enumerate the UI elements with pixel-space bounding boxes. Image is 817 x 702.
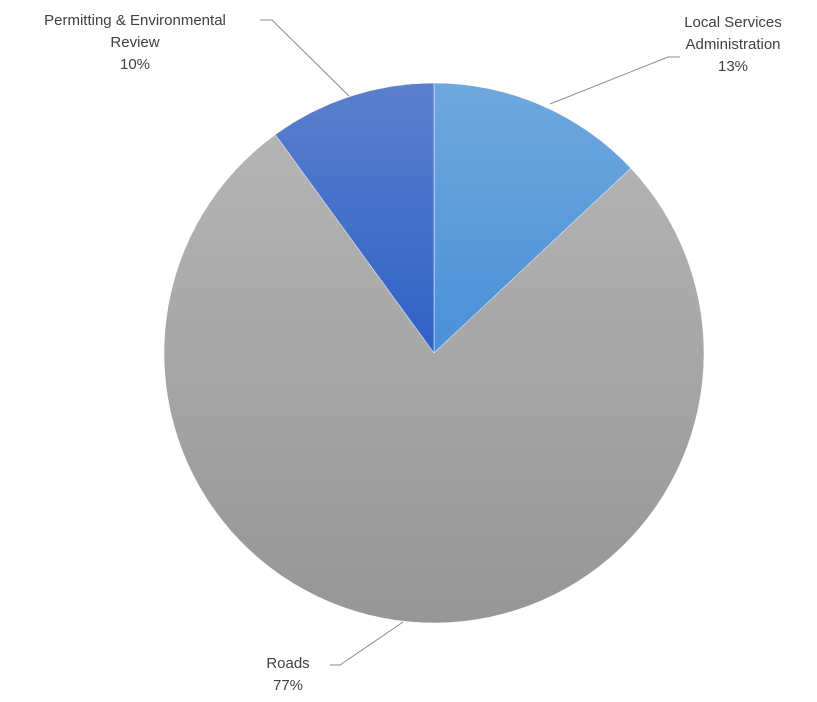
data-label-category: Review (110, 34, 159, 51)
data-label-category: Local Services (684, 14, 782, 31)
leader-lines (260, 19, 680, 666)
data-label-percent: 10% (120, 56, 150, 73)
data-label-category: Administration (685, 36, 780, 53)
leader-line (549, 56, 680, 105)
data-label-category: Roads (266, 655, 309, 672)
data-label: Permitting & Environmental Review 10% (44, 12, 226, 73)
pie-slice-roads (163, 134, 705, 624)
data-label-category: Permitting & Environmental (44, 12, 226, 29)
data-label-percent: 77% (273, 677, 303, 694)
leader-line (260, 19, 350, 97)
pie-slice-local-services-administration (433, 82, 632, 354)
leader-line (330, 621, 404, 666)
data-labels: Local Services Administration 13% Roads 77% P… (44, 12, 782, 694)
pie-slice-permitting-environmental-review (274, 82, 435, 354)
data-label: Roads 77% (266, 655, 309, 694)
data-label-percent: 13% (718, 58, 748, 75)
pie-slices (163, 82, 705, 624)
data-label: Local Services Administration 13% (684, 14, 782, 75)
